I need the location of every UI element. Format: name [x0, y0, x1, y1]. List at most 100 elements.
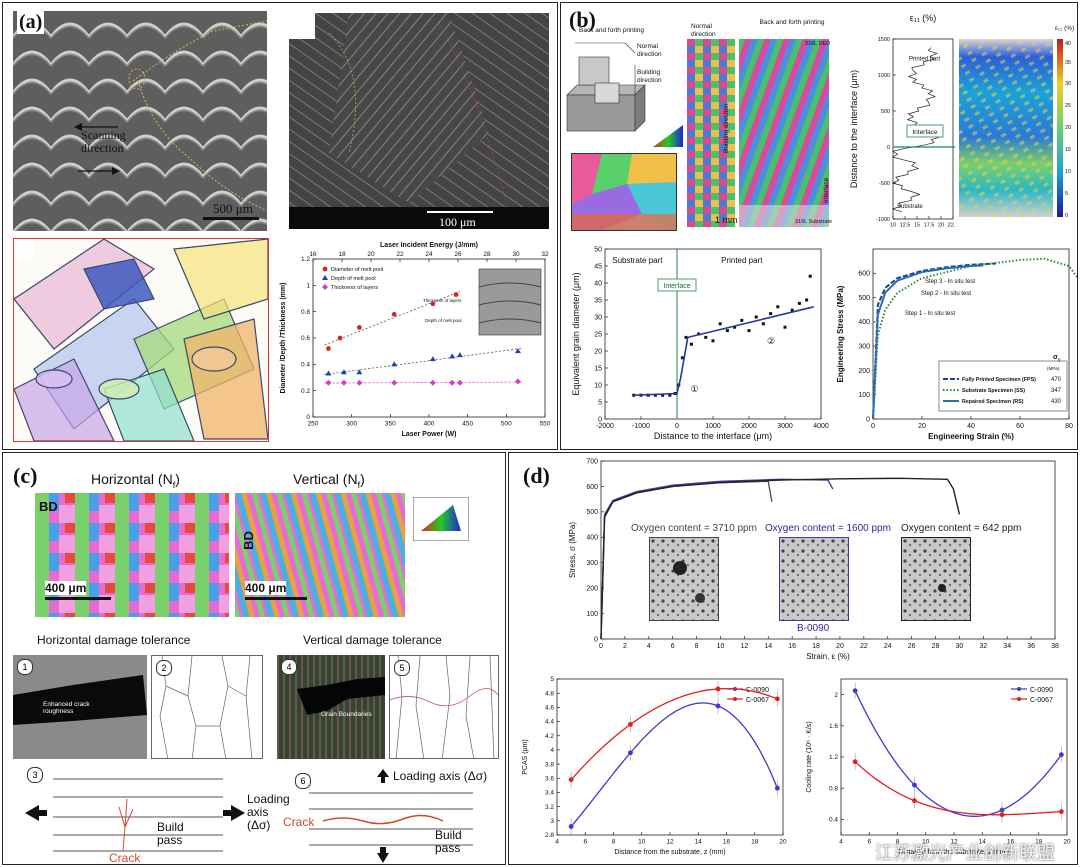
grain-point [797, 301, 801, 305]
x-tick-label: 34 [1003, 643, 1011, 650]
x-tick-label: 12 [950, 839, 958, 846]
crack-1-drawing [13, 655, 147, 759]
x-tick-label: 4 [647, 643, 651, 650]
oxygen-label-3: Oxygen content = 642 ppm [901, 523, 1022, 534]
y-axis-label: Diameter /Depth /Thickness (mm) [280, 283, 287, 394]
data-point [568, 777, 574, 783]
fit-line [633, 306, 814, 396]
y-tick-label: 1.6 [829, 723, 838, 730]
pcas-chart: 4 6 8 10 12 14 16 18 20 2.8 3 3.2 3.4 3.6 3.8 4 4.2 4.4 4.… [522, 676, 787, 856]
legend-label: C-0067 [746, 697, 769, 704]
h-damage-title: Horizontal damage tolerance [37, 633, 191, 647]
crack-label-v: Crack [283, 815, 315, 829]
scanning-direction-label: Scanning direction [81, 128, 126, 155]
ebsd-zoom [571, 153, 677, 231]
data-point [568, 824, 574, 829]
strain-map [959, 39, 1053, 217]
vertical-ebsd-map: BD 400 μm [235, 493, 405, 617]
x-tick-label: 38 [1051, 643, 1059, 650]
y-tick-label: 500 [881, 109, 890, 115]
svg-text:20: 20 [1065, 125, 1071, 131]
panel-b: (b) Back and forth printing Normal direc… [560, 2, 1078, 450]
y-tick-label: 0.8 [301, 309, 310, 316]
data-point [852, 759, 858, 765]
y-tick-label: 3.2 [545, 804, 554, 811]
build-pass-h: Build pass [157, 820, 184, 847]
x-tick-label: 2 [623, 643, 627, 650]
plot-frame [892, 38, 954, 220]
ebsd-back-label: Back and forth printing [759, 19, 825, 26]
series-curve [854, 690, 1062, 817]
x-tick-label: 18 [751, 839, 759, 846]
legend-marker [322, 266, 328, 272]
data-point [912, 782, 917, 788]
ebsd-main-map [739, 39, 829, 227]
x-tick-label: 6 [671, 643, 675, 650]
data-point [1058, 809, 1064, 814]
grain-point [761, 322, 765, 326]
y-tick-label: 15 [594, 365, 602, 372]
svg-text:10: 10 [1065, 169, 1071, 175]
legend-label: C-0090 [746, 687, 769, 694]
grain-boundaries-label: Grain Boundaries [321, 711, 372, 718]
data-point [391, 379, 398, 386]
x-tick-label: 12 [740, 643, 748, 650]
scanning-arrows [74, 123, 120, 175]
bd-label-h: BD [39, 499, 58, 514]
data-point [852, 688, 858, 694]
vertical-ebsd-grains [235, 493, 405, 617]
grain-outline-5: 5 [389, 655, 499, 759]
trend-line [324, 291, 461, 346]
y-tick-label: 1 [306, 283, 310, 290]
horizontal-title-text: Horizontal (N [91, 471, 173, 487]
x-tick-label: 15 [914, 223, 920, 228]
y-tick-label: 3.4 [545, 790, 554, 797]
x-tick-label: 6 [867, 839, 871, 846]
grain-outline-2-drawing [159, 656, 253, 758]
crack-label-h: Crack [109, 851, 141, 865]
svg-text:0: 0 [1065, 213, 1068, 219]
data-point [514, 378, 521, 385]
y-tick-label: -1000 [876, 217, 890, 223]
ebsd-316-ded: 316L DED [805, 41, 831, 47]
step-4-badge: 4 [281, 659, 297, 675]
grain-point [808, 274, 812, 278]
y-tick-label: 5 [550, 676, 554, 683]
y-tick-label: 4.8 [545, 690, 554, 697]
step-6-badge: 6 [295, 773, 311, 789]
data-point [449, 379, 456, 386]
x-tick-label: 14 [979, 839, 987, 846]
plot-frame [600, 460, 1056, 640]
plot-frame [604, 248, 822, 420]
y-tick-label: -500 [879, 181, 890, 187]
data-point [340, 379, 347, 386]
grain-point [769, 312, 773, 316]
x-tick-label: 16 [1007, 839, 1015, 846]
y-tick-label: 45 [594, 263, 602, 270]
sem-scallop-pattern [13, 11, 267, 231]
ebsd-interface-label: Interface [823, 177, 830, 203]
y-tick-label: 4 [550, 747, 554, 754]
grain-point [632, 393, 636, 397]
data-point [456, 352, 463, 358]
x-tick-label: 1000 [705, 423, 721, 430]
y-tick-label: 3.8 [545, 761, 554, 768]
v-damage-title: Vertical damage tolerance [303, 633, 442, 647]
x-tick-label: 28 [932, 643, 940, 650]
top-tick-label: 30 [512, 251, 520, 258]
x-tick-label: -1000 [632, 423, 650, 430]
x-axis-label: Distance from the substrate, z (mm) [898, 849, 1009, 856]
schematic-title: Back and forth printing [579, 27, 645, 34]
y-tick-label: 1000 [878, 73, 890, 79]
x-tick-label: 10 [890, 223, 896, 228]
x-tick-label: 12 [666, 839, 674, 846]
vertical-sub: f [357, 479, 361, 490]
data-point [340, 369, 347, 375]
data-point [1058, 752, 1064, 758]
y-tick-label: 40 [594, 280, 602, 287]
top-tick-label: 20 [367, 251, 375, 258]
substrate-part-label: Substrate part [612, 256, 663, 265]
schematic-block [566, 42, 646, 132]
interface-box [906, 124, 944, 138]
x-tick-label: 26 [908, 643, 916, 650]
